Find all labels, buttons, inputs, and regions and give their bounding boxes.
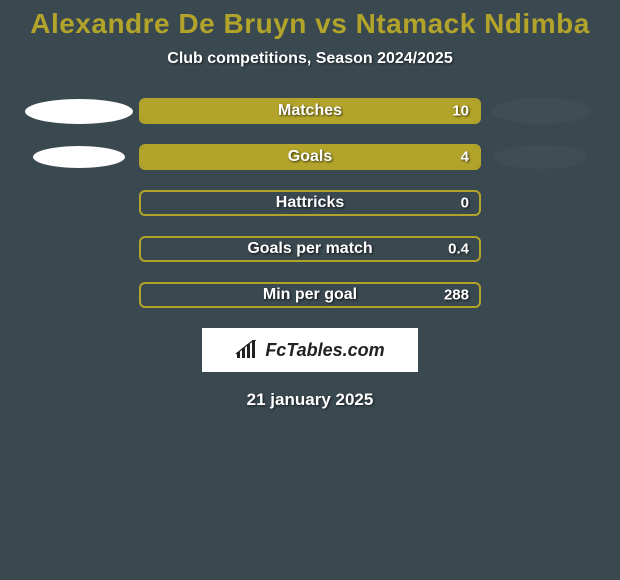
stat-row: Goals per match 0.4 bbox=[0, 236, 620, 262]
stat-bar: Hattricks 0 bbox=[139, 190, 481, 216]
comparison-card: Alexandre De Bruyn vs Ntamack Ndimba Clu… bbox=[0, 0, 620, 410]
stat-label: Min per goal bbox=[263, 286, 357, 304]
stat-value: 4 bbox=[461, 149, 469, 166]
stat-label: Goals bbox=[288, 148, 332, 166]
left-side bbox=[19, 99, 139, 124]
stat-value: 10 bbox=[452, 103, 469, 120]
bar-chart-icon bbox=[235, 340, 259, 360]
player-right-marker bbox=[491, 98, 591, 124]
player-left-marker bbox=[33, 146, 125, 168]
right-side bbox=[481, 98, 601, 124]
stats-compare: Matches 10 Goals 4 Hattricks 0 Goals per match… bbox=[0, 98, 620, 308]
stat-bar: Goals 4 bbox=[139, 144, 481, 170]
stat-row: Hattricks 0 bbox=[0, 190, 620, 216]
stat-row: Min per goal 288 bbox=[0, 282, 620, 308]
subtitle: Club competitions, Season 2024/2025 bbox=[0, 50, 620, 68]
page-title: Alexandre De Bruyn vs Ntamack Ndimba bbox=[0, 8, 620, 40]
stat-row: Goals 4 bbox=[0, 144, 620, 170]
stat-value: 0 bbox=[461, 195, 469, 212]
stat-bar: Matches 10 bbox=[139, 98, 481, 124]
logo-box: FcTables.com bbox=[202, 328, 418, 372]
logo: FcTables.com bbox=[235, 340, 384, 361]
stat-row: Matches 10 bbox=[0, 98, 620, 124]
stat-bar: Goals per match 0.4 bbox=[139, 236, 481, 262]
logo-text: FcTables.com bbox=[265, 340, 384, 361]
stat-bar: Min per goal 288 bbox=[139, 282, 481, 308]
left-side bbox=[19, 146, 139, 168]
right-side bbox=[481, 145, 601, 169]
player-left-marker bbox=[25, 99, 133, 124]
player-right-marker bbox=[494, 145, 588, 169]
stat-label: Goals per match bbox=[247, 240, 372, 258]
stat-value: 288 bbox=[444, 287, 469, 304]
stat-label: Matches bbox=[278, 102, 342, 120]
stat-label: Hattricks bbox=[276, 194, 344, 212]
stat-value: 0.4 bbox=[448, 241, 469, 258]
date-label: 21 january 2025 bbox=[0, 390, 620, 410]
